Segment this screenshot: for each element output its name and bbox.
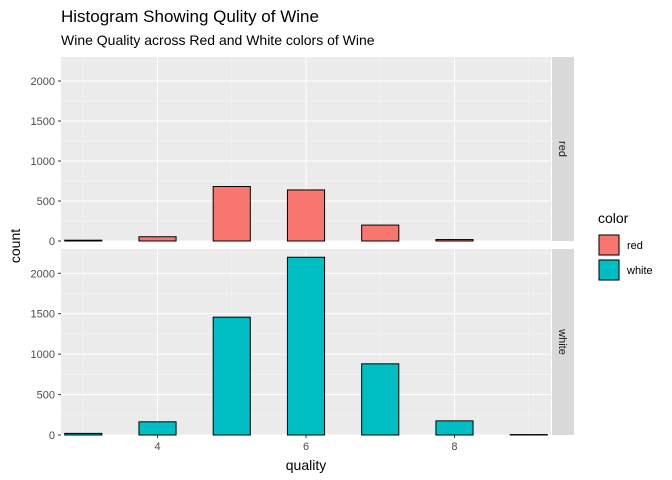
legend-title: color [598, 210, 629, 226]
bar-white-q4 [138, 421, 177, 436]
chart-subtitle: Wine Quality across Red and White colors… [61, 32, 375, 48]
y-tick-label: 0 [49, 236, 55, 248]
y-tick-label: 500 [37, 196, 55, 208]
facet-label-red: red [556, 141, 568, 157]
bar-white-q5 [212, 316, 251, 436]
chart-title: Histogram Showing Qulity of Wine [61, 7, 319, 26]
facet-label-white: white [556, 328, 568, 355]
y-tick-label: 500 [37, 390, 55, 402]
legend-swatch-red [598, 234, 620, 256]
bar-red-q4 [138, 236, 177, 242]
bar-white-q6 [286, 256, 326, 436]
bar-red-q6 [286, 189, 326, 242]
bar-red-q8 [435, 239, 474, 242]
x-tick-label: 8 [451, 441, 457, 453]
legend-swatch-white [598, 259, 620, 281]
x-tick-label: 4 [154, 441, 160, 453]
bar-white-q3 [64, 432, 103, 436]
facet-strip-red [552, 57, 574, 241]
y-tick-label: 1000 [31, 156, 55, 168]
y-tick-label: 1500 [31, 116, 55, 128]
bar-red-q7 [361, 224, 400, 242]
facet-strip-white [552, 249, 574, 435]
y-tick-label: 1500 [31, 309, 55, 321]
legend-label-white: white [626, 265, 653, 277]
y-axis-title: count [7, 229, 23, 263]
y-tick-label: 1000 [31, 349, 55, 361]
legend-label-red: red [627, 240, 643, 252]
bar-red-q5 [212, 186, 251, 242]
x-tick-label: 6 [303, 441, 309, 453]
bar-white-q7 [361, 363, 400, 436]
bar-red-q3 [64, 239, 103, 242]
x-axis-title: quality [286, 457, 326, 473]
y-tick-label: 0 [49, 430, 55, 442]
y-tick-label: 2000 [31, 76, 55, 88]
y-tick-label: 2000 [31, 268, 55, 280]
bar-white-q8 [435, 420, 474, 436]
